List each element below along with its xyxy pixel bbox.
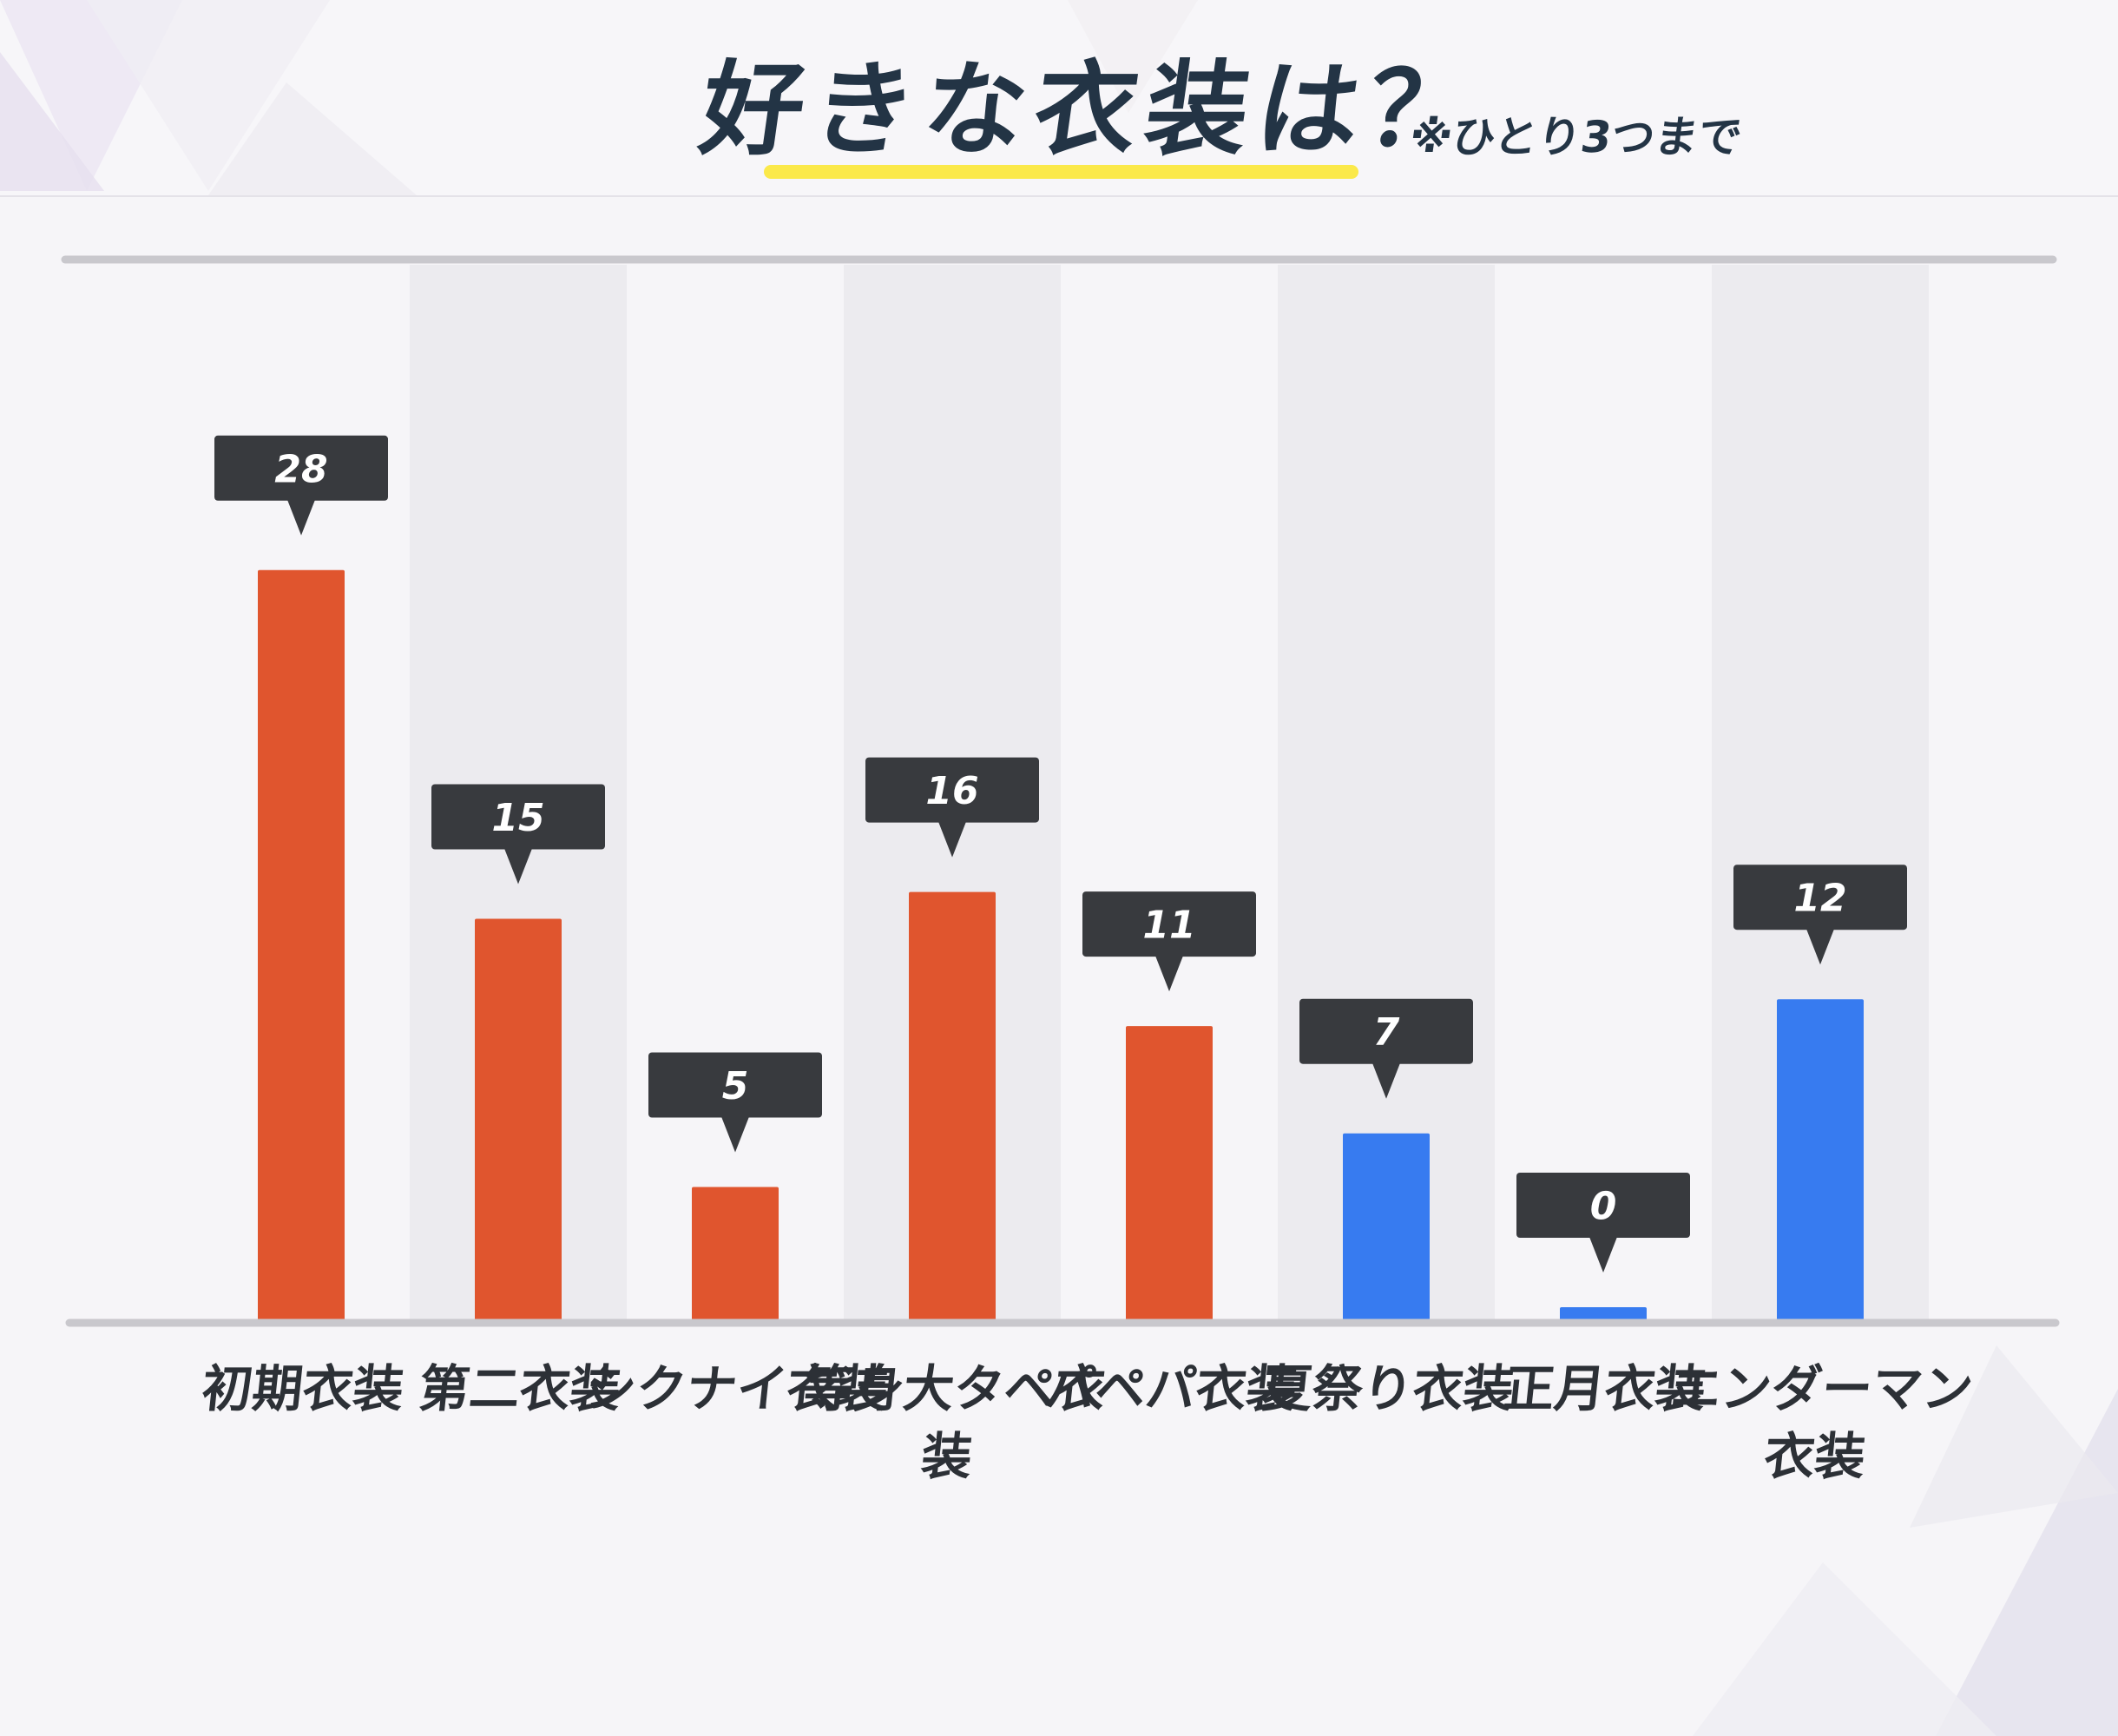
bar-1 xyxy=(258,569,345,1321)
category-label-5: パペパ衣装 xyxy=(1042,1359,1299,1418)
value-callout-1 xyxy=(214,435,388,501)
value-callout-2 xyxy=(431,784,605,850)
category-label-3: シクナイ衣装 xyxy=(582,1359,891,1418)
bar-3 xyxy=(692,1187,779,1321)
bar-8 xyxy=(1777,999,1864,1321)
bar-7 xyxy=(1560,1307,1647,1321)
category-label-7: 正月衣装 xyxy=(1501,1359,1708,1418)
value-callout-pointer xyxy=(1806,929,1834,965)
category-label-8: エンダーマン衣装 xyxy=(1661,1359,1976,1486)
value-callout-5 xyxy=(1082,891,1256,957)
value-label-3: 5 xyxy=(722,1064,749,1108)
title-underline xyxy=(764,165,1358,179)
value-callout-6 xyxy=(1299,998,1473,1064)
value-callout-pointer xyxy=(1155,956,1183,992)
category-label-4: 等身大タペ衣装 xyxy=(793,1359,1108,1486)
value-callout-7 xyxy=(1516,1173,1690,1238)
value-callout-pointer xyxy=(287,499,315,536)
value-callout-pointer xyxy=(1589,1237,1617,1272)
bar-5 xyxy=(1126,1026,1213,1321)
value-label-7: 0 xyxy=(1590,1185,1617,1229)
value-label-8: 12 xyxy=(1793,877,1846,921)
value-callout-pointer xyxy=(504,848,532,884)
value-callout-4 xyxy=(865,757,1039,823)
value-callout-3 xyxy=(648,1052,822,1118)
value-label-1: 28 xyxy=(274,447,327,491)
bar-6 xyxy=(1343,1133,1430,1321)
value-callout-pointer xyxy=(721,1116,749,1153)
value-callout-8 xyxy=(1733,865,1907,930)
value-callout-pointer xyxy=(938,821,966,858)
category-label-1: 初期衣装 xyxy=(199,1359,406,1418)
value-label-6: 7 xyxy=(1373,1010,1400,1055)
value-label-2: 15 xyxy=(491,796,544,840)
bar-2 xyxy=(475,918,562,1321)
bar-4 xyxy=(909,891,996,1321)
category-label-2: 第二衣装 xyxy=(416,1359,623,1418)
value-label-4: 16 xyxy=(925,769,978,813)
category-label-6: 夏祭り衣装 xyxy=(1259,1359,1516,1418)
value-callout-pointer xyxy=(1372,1062,1400,1099)
value-label-5: 11 xyxy=(1142,904,1195,948)
